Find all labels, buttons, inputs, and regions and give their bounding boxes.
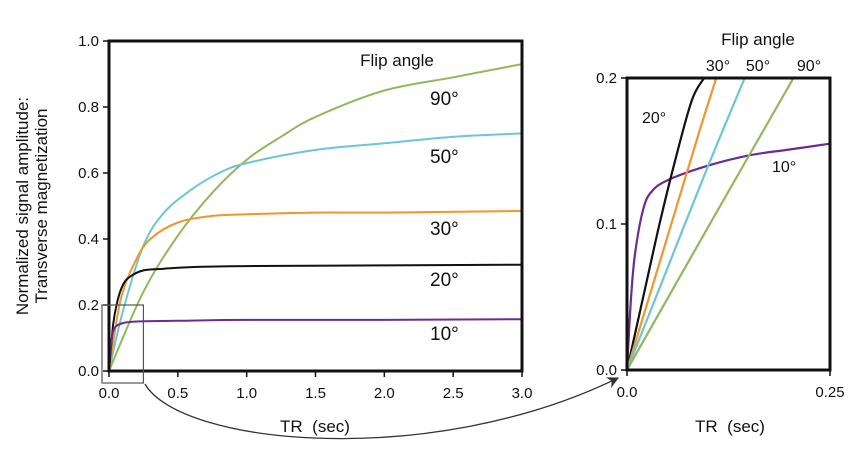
- left-x-tick-label: 1.0: [236, 385, 257, 402]
- left-x-tick-label: 2.5: [443, 385, 464, 402]
- right-flip-label-30: 30°: [706, 58, 730, 75]
- zoom-connector-arrow: [144, 377, 620, 440]
- right-flip-labels: 20° 10° 30° 50° 90°: [642, 58, 821, 176]
- left-y-tick-label: 0.4: [78, 231, 99, 248]
- y-axis-title-line-2: Transverse magnetization: [32, 109, 51, 304]
- left-x-tick-label: 1.5: [305, 385, 326, 402]
- right-y-tick-label: 0.2: [596, 70, 617, 87]
- right-flip-label-50: 50°: [746, 58, 770, 75]
- right-flip-label-20: 20°: [642, 110, 666, 127]
- left-y-tick-label: 1.0: [78, 33, 99, 50]
- left-x-tick-label: 0.5: [167, 385, 188, 402]
- left-chart: 0.0 0.2 0.4 0.6 0.8 1.0 0.0 0.5 1.0 1.5 2.0 2.5 3.0…: [78, 33, 532, 436]
- left-y-tick-label: 0.6: [78, 165, 99, 182]
- left-flip-labels: 90° 50° 30° 20° 10°: [430, 89, 459, 345]
- right-y-tick-label: 0.1: [596, 216, 617, 233]
- left-series-line-20: [109, 263, 522, 371]
- left-y-tick-label: 0.8: [78, 99, 99, 116]
- left-flip-label-20: 20°: [430, 270, 459, 291]
- left-flip-label-90: 90°: [430, 89, 459, 110]
- right-flip-label-90: 90°: [797, 58, 821, 75]
- right-series-line-90: [627, 78, 795, 370]
- left-series-line-10: [109, 318, 522, 371]
- right-series-line-30: [627, 78, 718, 370]
- right-legend-title: Flip angle: [721, 30, 795, 49]
- right-y-tick-label: 0.0: [596, 362, 617, 379]
- left-y-ticks: 0.0 0.2 0.4 0.6 0.8 1.0: [78, 33, 109, 380]
- left-x-tick-label: 3.0: [512, 385, 533, 402]
- left-series-line-50: [109, 132, 522, 371]
- right-x-ticks: 0.0 0.25: [617, 370, 845, 401]
- right-series-lines: [627, 78, 830, 370]
- left-flip-label-30: 30°: [430, 219, 459, 240]
- left-flip-label-10: 10°: [430, 324, 459, 345]
- right-x-tick-label: 0.25: [815, 384, 844, 401]
- left-series-line-30: [109, 210, 522, 371]
- left-y-tick-label: 0.2: [78, 297, 99, 314]
- left-series-lines: [109, 63, 522, 371]
- right-chart: 0.0 0.1 0.2 0.0 0.25 TR (sec) Flip angle 20…: [596, 30, 844, 436]
- left-x-tick-label: 2.0: [374, 385, 395, 402]
- left-x-axis-title: TR (sec): [280, 417, 350, 436]
- left-series-line-90: [109, 63, 522, 371]
- right-series-line-20: [627, 78, 706, 370]
- left-y-tick-label: 0.0: [78, 363, 99, 380]
- left-flip-label-50: 50°: [430, 147, 459, 168]
- right-series-line-10: [627, 142, 830, 370]
- right-x-tick-label: 0.0: [617, 384, 638, 401]
- y-axis-title: Normalized signal amplitude: Transverse …: [13, 97, 51, 315]
- right-series-line-50: [627, 78, 746, 370]
- left-legend-title: Flip angle: [360, 51, 434, 70]
- y-axis-title-line-1: Normalized signal amplitude:: [13, 97, 32, 315]
- left-x-tick-label: 0.0: [99, 385, 120, 402]
- left-x-ticks: 0.0 0.5 1.0 1.5 2.0 2.5 3.0: [99, 371, 533, 402]
- right-y-ticks: 0.0 0.1 0.2: [596, 70, 627, 379]
- right-x-axis-title: TR (sec): [695, 417, 765, 436]
- right-flip-label-10: 10°: [772, 159, 796, 176]
- inset-zoom-box: [101, 304, 145, 384]
